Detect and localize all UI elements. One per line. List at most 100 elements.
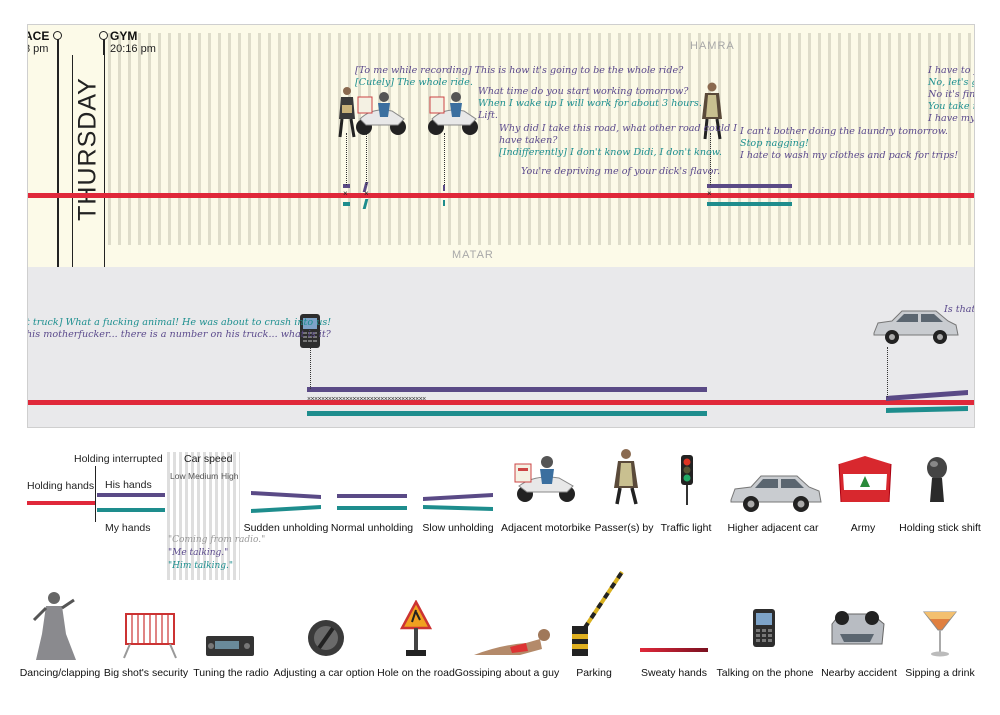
- legend-dancing-icon: [30, 590, 80, 667]
- legend-passer-by-label: Passer(s) by: [594, 522, 654, 534]
- passer-by-icon-1: [336, 85, 358, 144]
- hamra-band: [28, 25, 974, 267]
- marker-dot-ace: [53, 31, 62, 40]
- timeline-panel: HAMRA MATAR ACE 8 pm GYM 20:16 pm THURSD…: [27, 24, 975, 428]
- stop-mark-1: ×: [343, 189, 348, 198]
- dialogue-d20: Is that h: [944, 304, 975, 315]
- marker-dot-gym: [99, 31, 108, 40]
- dialogue-d11: Stop nagging!: [740, 138, 809, 149]
- legend-his-hands-label: His hands: [105, 479, 152, 491]
- dialogue-d3: What time do you start working tomorrow?: [478, 86, 689, 97]
- legend-traffic-light-icon: [679, 454, 695, 511]
- unhold-mark-3-his: [443, 185, 445, 191]
- hamra-stripes: [108, 33, 974, 245]
- legend-stick-shift-icon: [924, 456, 950, 509]
- legend-holding-interrupted-label: Holding interrupted: [74, 453, 163, 465]
- marker-place-gym: GYM: [110, 29, 138, 43]
- legend-higher-car-label: Higher adjacent car: [727, 522, 819, 534]
- unhold-mark-1-his: [343, 184, 350, 188]
- dialogue-d16: You take my: [928, 101, 974, 112]
- legend-sweaty-hands-line: [640, 648, 708, 652]
- road-hamra: [28, 193, 974, 198]
- legend-slow-unholding: [423, 493, 493, 511]
- dialogue-d6: Why did I take this road, what other roa…: [499, 123, 738, 134]
- legend: Holding hands Holding interrupted His ha…: [0, 440, 1000, 715]
- legend-parking-label: Parking: [576, 667, 612, 679]
- legend-sudden-unholding-label: Sudden unholding: [243, 522, 329, 534]
- stops-matar: ××××××××××××××××××××××××××××××××××: [307, 396, 426, 403]
- dialogue-d7: have taken?: [499, 135, 558, 146]
- legend-sweaty-hands-label: Sweaty hands: [641, 667, 707, 679]
- dialogue-d9: You're depriving me of your dick's flavo…: [521, 166, 720, 177]
- legend-drink-label: Sipping a drink: [905, 667, 975, 679]
- legend-phone-icon: [752, 608, 776, 653]
- stop-mark-2: ×: [364, 189, 369, 198]
- phone-icon-timeline: [299, 313, 321, 354]
- dialogue-d10: I can't bother doing the laundry tomorro…: [740, 126, 948, 137]
- road-matar: [28, 400, 974, 405]
- dialogue-d13: I have to fill: [928, 65, 974, 76]
- legend-road-hole-icon: [399, 599, 433, 663]
- unhold-bar-hamra-my: [707, 202, 792, 206]
- stop-mark-4: ×: [707, 189, 712, 198]
- speed-low-label: Low: [170, 471, 186, 481]
- leader-1: [346, 133, 347, 185]
- speed-high-label: High: [221, 471, 239, 481]
- dialogue-d18: t truck] What a fucking animal! He was a…: [27, 317, 332, 328]
- legend-security-icon: [122, 608, 178, 665]
- legend-accident-label: Nearby accident: [821, 667, 897, 679]
- leader-4: [710, 133, 711, 185]
- marker-time-ace: 8 pm: [28, 43, 49, 55]
- legend-holding-hands-line: [27, 501, 95, 505]
- legend-normal-unholding-label: Normal unholding: [330, 522, 414, 534]
- motorbike-icon-1: [352, 89, 410, 142]
- dialogue-d8: [Indifferently] I don't know Didi, I don…: [499, 147, 722, 158]
- legend-him-talking-label: "Him talking.": [168, 561, 234, 571]
- legend-sudden-unholding: [251, 491, 321, 513]
- day-box: [72, 55, 104, 267]
- day-label: THURSDAY: [73, 77, 102, 221]
- area-label-hamra: HAMRA: [690, 40, 735, 52]
- legend-gossip-icon: [470, 625, 554, 666]
- legend-dancing-label: Dancing/clapping: [19, 667, 101, 679]
- dialogue-d17: I have my fu: [928, 113, 975, 124]
- higher-car-icon-timeline: [870, 307, 960, 352]
- legend-interrupt-bracket: [95, 466, 98, 522]
- dialogue-d1: [To me while recording] This is how it's…: [355, 65, 684, 76]
- legend-my-hands-label: My hands: [105, 522, 151, 534]
- dialogue-d4: When I wake up I will work for about 3 h…: [478, 98, 702, 109]
- unhold-bar-matar-his: [307, 387, 707, 392]
- dialogue-d5: Lift.: [478, 110, 498, 121]
- unhold-slope-matar: [886, 390, 968, 413]
- legend-normal-unholding: [337, 494, 407, 510]
- legend-higher-car-icon: [727, 472, 823, 519]
- area-label-matar: MATAR: [452, 249, 494, 261]
- car-speed-box: [167, 452, 240, 580]
- dialogue-d15: No it's fine I: [928, 89, 975, 100]
- marker-line-ace: [57, 35, 59, 267]
- legend-holding-hands-label: Holding hands: [27, 480, 95, 492]
- legend-slow-unholding-label: Slow unholding: [422, 522, 494, 534]
- passer-by-icon-2: [700, 81, 724, 146]
- unhold-bar-hamra-his: [707, 184, 792, 188]
- leader-5: [310, 347, 311, 389]
- dialogue-d14: No, let's go: [928, 77, 974, 88]
- car-speed-label: Car speed: [184, 453, 233, 465]
- legend-his-hands-line: [97, 493, 165, 497]
- leader-6: [887, 347, 888, 397]
- legend-car-option-icon: [306, 618, 346, 663]
- legend-army-icon: [835, 452, 895, 511]
- unhold-mark-1-my: [343, 202, 350, 206]
- legend-army-label: Army: [850, 522, 876, 534]
- legend-parking-icon: [568, 568, 628, 669]
- unhold-bar-matar-my: [307, 411, 707, 416]
- legend-my-hands-line: [97, 508, 165, 512]
- legend-car-option-label: Adjusting a car option: [273, 667, 375, 679]
- legend-motorbike-icon: [511, 454, 581, 509]
- legend-road-hole-label: Hole on the road: [377, 667, 455, 679]
- legend-traffic-light-label: Traffic light: [660, 522, 712, 534]
- dialogue-d19: his motherfucker... there is a number on…: [27, 329, 331, 340]
- legend-me-talking-label: "Me talking.": [168, 548, 229, 558]
- leader-2: [366, 133, 367, 185]
- unhold-mark-3-my: [443, 200, 445, 206]
